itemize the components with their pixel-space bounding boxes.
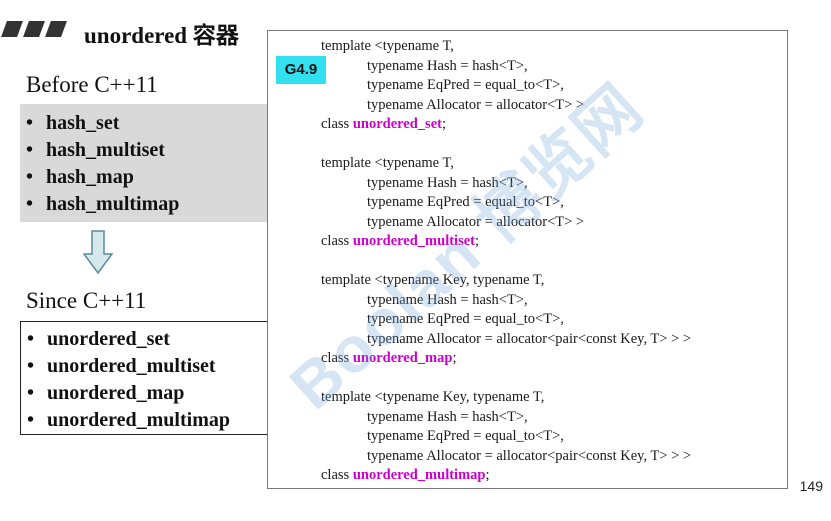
code-line: typename Allocator = allocator<pair<cons…	[367, 447, 692, 464]
code-line: typename Hash = hash<T>,	[367, 291, 528, 308]
class-declaration: class unordered_map;	[321, 349, 691, 369]
code-panel	[267, 30, 788, 489]
class-keyword: class	[321, 350, 350, 366]
code-line: typename EqPred = equal_to<T>,	[367, 311, 564, 327]
decor-bar	[1, 21, 23, 37]
before-list: hash_set hash_multiset hash_map hash_mul…	[20, 110, 278, 218]
semicolon: ;	[441, 116, 446, 132]
code-line: typename Hash = hash<T>,	[367, 57, 528, 74]
list-item: unordered_multimap	[21, 407, 279, 434]
list-item: hash_set	[20, 110, 278, 137]
semicolon: ;	[452, 350, 457, 366]
down-arrow-icon	[83, 230, 113, 274]
since-label: Since C++11	[26, 288, 147, 313]
code-line: typename Allocator = allocator<T> >	[367, 96, 585, 113]
class-keyword: class	[321, 116, 350, 132]
class-declaration: class unordered_multiset;	[321, 232, 691, 252]
class-name: unordered_multiset	[352, 233, 475, 249]
code-line: typename EqPred = equal_to<T>,	[367, 77, 564, 93]
class-declaration: class unordered_multimap;	[321, 466, 691, 486]
list-item: hash_map	[20, 164, 278, 191]
since-list: unordered_set unordered_multiset unorder…	[21, 326, 279, 434]
decor-bar	[23, 21, 45, 37]
title-decoration	[0, 18, 70, 40]
class-keyword: class	[321, 467, 350, 483]
code-line: typename Hash = hash<T>,	[367, 174, 528, 191]
list-item: hash_multimap	[20, 191, 278, 218]
code-line: typename EqPred = equal_to<T>,	[367, 428, 564, 444]
class-keyword: class	[321, 233, 350, 249]
code-line: template <typename T,	[321, 155, 454, 171]
list-item: unordered_multiset	[21, 353, 279, 380]
class-name: unordered_multimap	[352, 467, 486, 483]
list-item: unordered_set	[21, 326, 279, 353]
before-list-box: hash_set hash_multiset hash_map hash_mul…	[20, 104, 278, 222]
code-line: typename Hash = hash<T>,	[367, 408, 528, 425]
decor-bar	[45, 21, 67, 37]
list-item: unordered_map	[21, 380, 279, 407]
code-listing: template <typename T, typename Hash = ha…	[321, 37, 691, 486]
version-badge: G4.9	[276, 56, 326, 84]
class-name: unordered_map	[352, 350, 453, 366]
class-name: unordered_set	[352, 116, 442, 132]
since-list-box: unordered_set unordered_multiset unorder…	[20, 321, 280, 435]
before-label: Before C++11	[26, 72, 158, 97]
semicolon: ;	[475, 233, 480, 249]
slide-title: unordered 容器	[84, 23, 239, 48]
code-line: template <typename T,	[321, 38, 454, 54]
code-line: typename Allocator = allocator<pair<cons…	[367, 330, 692, 347]
page-number: 149	[799, 478, 823, 494]
code-line: template <typename Key, typename T,	[321, 389, 545, 405]
semicolon: ;	[485, 467, 490, 483]
code-line: template <typename Key, typename T,	[321, 272, 545, 288]
code-line: typename Allocator = allocator<T> >	[367, 213, 585, 230]
class-declaration: class unordered_set;	[321, 115, 691, 135]
list-item: hash_multiset	[20, 137, 278, 164]
code-line: typename EqPred = equal_to<T>,	[367, 194, 564, 210]
